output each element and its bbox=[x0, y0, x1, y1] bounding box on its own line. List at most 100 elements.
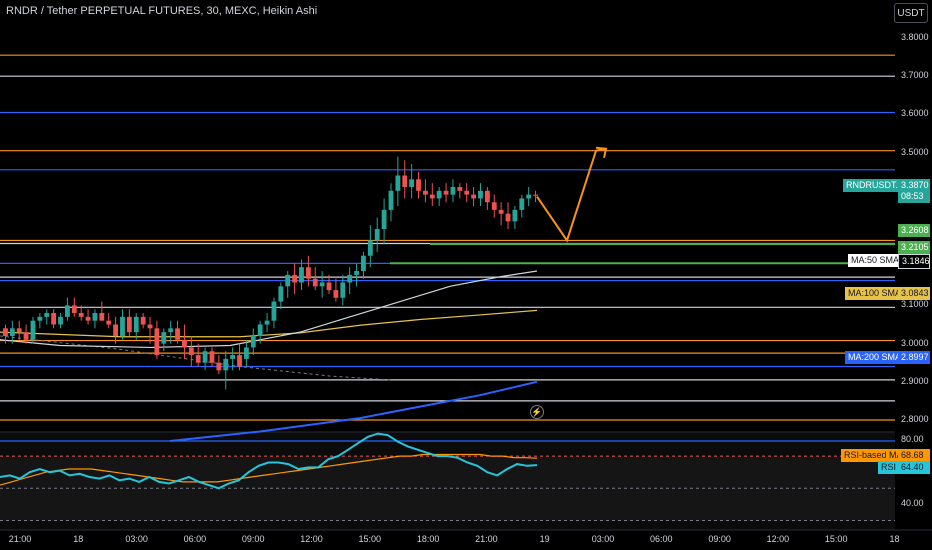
candle-body bbox=[133, 316, 139, 333]
candle-body bbox=[422, 190, 428, 195]
rsi-tick-label: 80.00 bbox=[901, 434, 924, 444]
time-tick-label: 19 bbox=[539, 534, 550, 544]
time-tick-label: 09:00 bbox=[241, 534, 265, 544]
candle-body bbox=[37, 316, 43, 321]
candle-body bbox=[71, 305, 77, 314]
rsi-ma-value: 68.68 bbox=[898, 449, 930, 462]
candle-body bbox=[340, 282, 346, 298]
ma50-value: 3.1846 bbox=[898, 254, 930, 269]
time-tick-label: 06:00 bbox=[183, 534, 207, 544]
candle-body bbox=[9, 328, 15, 336]
time-tick-label: 12:00 bbox=[766, 534, 790, 544]
candle-body bbox=[347, 274, 353, 283]
price-tick-label: 3.0000 bbox=[901, 337, 929, 348]
candle-body bbox=[436, 190, 442, 199]
candle-body bbox=[175, 328, 180, 340]
rsi-label: RSI bbox=[878, 461, 900, 474]
candle-body bbox=[526, 194, 532, 199]
time-tick-label: 09:00 bbox=[708, 534, 731, 544]
countdown-tag: 08:53 bbox=[898, 190, 930, 203]
candle-body bbox=[113, 324, 119, 336]
candle-body bbox=[168, 328, 174, 333]
candle-body bbox=[120, 316, 125, 336]
candle-body bbox=[533, 194, 538, 196]
symbol-tag: RNDRUSDT.P bbox=[843, 179, 908, 192]
level-tag-2: 3.2105 bbox=[898, 241, 930, 254]
chart-title: RNDR / Tether PERPETUAL FUTURES, 30, MEX… bbox=[6, 5, 318, 17]
ma50-line bbox=[0, 270, 538, 349]
candle-body bbox=[223, 358, 229, 371]
candle-body bbox=[216, 362, 222, 371]
candle-body bbox=[147, 324, 153, 329]
candle-body bbox=[319, 282, 325, 287]
projection-arrow bbox=[536, 147, 607, 243]
candle-body bbox=[374, 229, 380, 241]
candle-body bbox=[443, 190, 449, 195]
candle-body bbox=[285, 274, 291, 287]
candle-body bbox=[182, 339, 187, 348]
price-tick-label: 3.1000 bbox=[901, 299, 929, 310]
time-tick-label: 15:00 bbox=[824, 534, 848, 544]
candle-body bbox=[512, 209, 518, 222]
candle-body bbox=[505, 213, 511, 222]
time-tick-label: 15:00 bbox=[358, 534, 382, 544]
candle-body bbox=[381, 209, 387, 229]
candle-body bbox=[264, 320, 270, 325]
candle-body bbox=[243, 347, 249, 359]
candle-body bbox=[429, 194, 435, 199]
ma100-value: 3.0843 bbox=[898, 287, 930, 300]
candle-body bbox=[51, 313, 57, 325]
candle-body bbox=[64, 305, 70, 317]
candle-body bbox=[271, 301, 277, 321]
time-tick-label: 18:00 bbox=[416, 534, 440, 544]
candle-body bbox=[106, 320, 112, 325]
candle-body bbox=[195, 355, 201, 363]
rsi-line bbox=[0, 432, 538, 490]
candle-body bbox=[402, 175, 408, 187]
candle-body bbox=[354, 271, 359, 275]
ma100-line bbox=[0, 309, 538, 338]
candle-body bbox=[450, 186, 456, 195]
candle-body bbox=[498, 209, 504, 214]
price-tick-label: 3.6000 bbox=[901, 108, 929, 119]
ma200-dotted-line bbox=[0, 335, 391, 381]
time-tick-label: 12:00 bbox=[300, 534, 323, 544]
candle-body bbox=[312, 278, 318, 287]
candle-body bbox=[519, 198, 525, 210]
candle-body bbox=[154, 328, 160, 356]
currency-button[interactable]: USDT bbox=[894, 3, 928, 23]
candle-body bbox=[44, 313, 50, 317]
price-tick-label: 3.5000 bbox=[901, 146, 929, 157]
candle-body bbox=[471, 194, 477, 199]
price-tick-label: 2.8000 bbox=[901, 414, 929, 424]
lightning-icon[interactable]: ⚡ bbox=[530, 405, 544, 419]
candle-body bbox=[188, 347, 194, 356]
price-tick-label: 3.7000 bbox=[901, 70, 929, 81]
candle-body bbox=[484, 190, 490, 203]
candle-body bbox=[326, 282, 332, 291]
candle-body bbox=[78, 313, 84, 317]
arrow-head bbox=[595, 146, 608, 158]
price-tick-label: 3.8000 bbox=[901, 32, 929, 42]
ma100-label: MA:100 SMA bbox=[845, 287, 905, 300]
candle-body bbox=[491, 202, 497, 210]
candle-body bbox=[85, 316, 91, 321]
candle-body bbox=[299, 267, 304, 283]
candle-body bbox=[16, 328, 22, 333]
candle-body bbox=[23, 332, 29, 340]
rsi-tick-label: 40.00 bbox=[901, 498, 924, 509]
candle-body bbox=[202, 351, 208, 363]
candle-body bbox=[99, 313, 105, 321]
candle-body bbox=[395, 175, 401, 191]
candle-body bbox=[464, 190, 470, 195]
ma200-label: MA:200 SMA bbox=[845, 351, 905, 364]
last-price-tag: 3.3870 bbox=[898, 179, 930, 192]
candle-body bbox=[388, 190, 394, 210]
rsi-value: 64.40 bbox=[898, 461, 930, 474]
candle-body bbox=[250, 335, 256, 348]
time-tick-label: 18 bbox=[73, 534, 84, 544]
time-tick-label: 03:00 bbox=[591, 534, 615, 544]
candle-body bbox=[278, 286, 284, 302]
ma50-label: MA:50 SMA bbox=[848, 254, 903, 267]
